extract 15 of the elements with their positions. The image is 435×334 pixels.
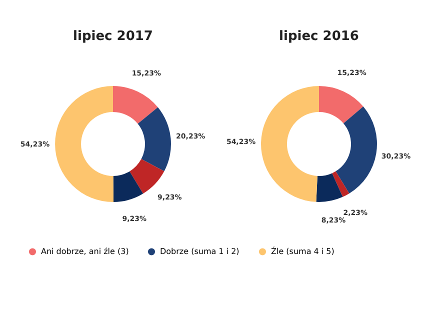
donut-slice xyxy=(130,159,164,194)
legend-label: Dobrze (suma 1 i 2) xyxy=(160,246,240,256)
donut-slice xyxy=(113,171,144,202)
donut-slice xyxy=(332,171,350,197)
donut-slice xyxy=(336,106,377,194)
chart-title: lipiec 2017 xyxy=(73,29,153,44)
donut-slice xyxy=(55,86,114,202)
donut-slice xyxy=(316,173,343,202)
legend-label: Źle (suma 4 i 5) xyxy=(271,246,334,256)
donut-slice xyxy=(319,86,364,124)
donut-slice xyxy=(261,86,319,202)
chart-title: lipiec 2016 xyxy=(279,29,359,44)
legend-label: Ani dobrze, ani źle (3) xyxy=(41,246,129,256)
donut-slice xyxy=(138,107,171,172)
donut-slice xyxy=(113,86,158,124)
